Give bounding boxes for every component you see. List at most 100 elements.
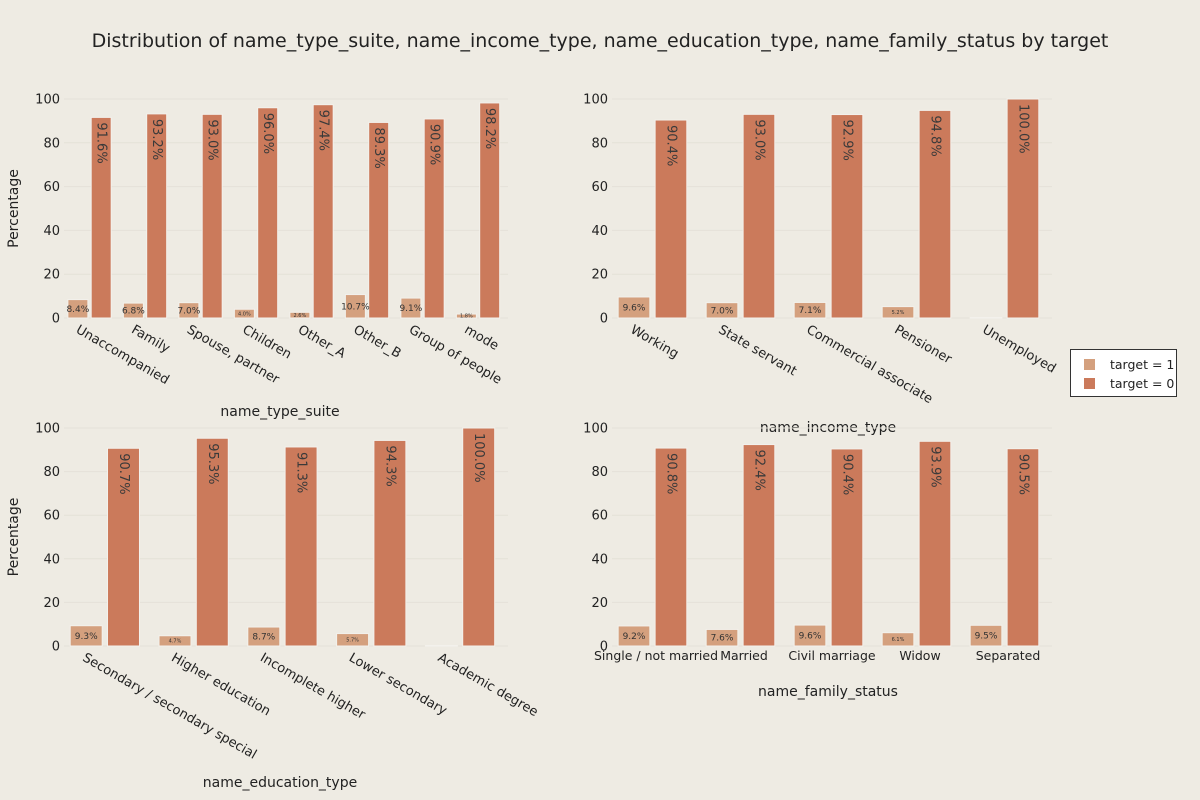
data-label-target-0: 96.0% [260,113,275,154]
y-tick-label: 0 [600,312,608,327]
y-axis-title: Percentage [6,169,22,248]
x-tick-label: Secondary / secondary special [80,650,259,762]
bar-target-0 [654,119,688,319]
data-label-target-1: 9.1% [399,304,422,314]
y-tick-label: 40 [43,552,60,567]
legend-label: target = 1 [1110,357,1175,372]
bar-target-0 [462,427,496,647]
data-label-target-1: 9.3% [75,632,98,642]
bar-target-0 [146,113,168,319]
bar-target-0 [742,444,776,647]
bar-target-0 [423,118,445,319]
bar-target-0 [479,102,501,319]
bar-target-0 [201,113,223,319]
bar-target-1 [617,296,651,319]
y-tick-label: 80 [591,465,608,480]
y-tick-label: 100 [583,422,608,437]
data-label-target-0: 91.6% [94,122,109,163]
x-tick-label: Married [720,648,768,663]
data-label-target-0: 90.5% [1015,454,1030,495]
bar-target-1 [969,317,1003,319]
x-tick-label: Separated [976,648,1041,663]
x-tick-label: Widow [899,648,940,663]
y-tick-label: 0 [52,312,60,327]
bar-target-1 [69,625,103,647]
y-tick-label: 20 [43,596,60,611]
data-label-target-0: 93.9% [927,446,942,487]
bar-target-1 [705,302,739,319]
data-label-target-0: 92.4% [751,450,766,491]
x-tick-label: Spouse, partner [184,322,282,387]
bar-target-1 [793,624,827,647]
data-label-target-0: 90.8% [663,453,678,494]
bar-target-0 [312,104,334,319]
data-label-target-1: 4.7% [169,639,182,645]
bar-target-0 [195,437,229,647]
y-tick-label: 60 [43,509,60,524]
y-tick-label: 60 [43,180,60,195]
y-tick-label: 100 [35,93,60,108]
data-label-target-1: 8.4% [66,305,89,315]
legend-label: target = 0 [1110,376,1175,391]
y-tick-label: 80 [591,136,608,151]
x-tick-label: Civil marriage [788,648,875,663]
data-label-target-1: 6.1% [892,637,905,643]
data-label-target-0: 93.2% [149,119,164,160]
data-label-target-0: 91.3% [294,452,309,493]
data-label-target-1: 9.5% [975,632,998,642]
data-label-target-1: 9.6% [623,303,646,313]
data-label-target-0: 94.3% [382,445,397,486]
legend-swatch [1084,359,1095,370]
bar-target-0 [284,446,318,647]
x-tick-label: Group of people [406,322,504,387]
legend: target = 1 target = 0 [1070,349,1177,397]
data-label-target-1: 9.6% [799,632,822,642]
data-label-target-1: 1.8% [460,314,473,320]
x-axis-title: name_type_suite [220,404,339,420]
bar-target-1 [247,626,281,647]
bar-target-0 [654,447,688,647]
data-label-target-0: 100.0% [1015,104,1030,154]
legend-item-target-1[interactable]: target = 1 [1084,355,1176,374]
bar-target-1 [617,625,651,647]
bar-target-0 [918,109,952,319]
data-label-target-0: 100.0% [471,433,486,483]
bar-target-1 [344,294,366,319]
bar-target-1 [122,302,144,319]
y-tick-label: 40 [591,552,608,567]
data-label-target-1: 7.6% [711,634,734,644]
data-label-target-1: 8.7% [252,633,275,643]
x-tick-label: Academic degree [435,650,540,720]
data-label-target-1: 4.0% [238,311,251,317]
y-tick-label: 20 [591,596,608,611]
x-tick-label: Other_A [295,322,348,361]
bar-target-1 [455,313,477,319]
data-label-target-1: 5.7% [346,637,359,643]
x-tick-label: Pensioner [892,322,955,367]
legend-item-target-0[interactable]: target = 0 [1084,374,1176,393]
data-label-target-1: 7.0% [711,306,734,316]
bar-target-1 [158,635,192,647]
data-label-target-0: 89.3% [371,127,386,168]
x-tick-label: Working [628,322,681,362]
x-tick-label: Unemployed [980,322,1059,376]
data-label-target-1: 6.8% [122,307,145,317]
y-tick-label: 60 [591,180,608,195]
bar-target-1 [705,628,739,647]
bar-target-0 [1006,448,1040,647]
bar-target-1 [178,302,200,319]
bar-target-0 [368,121,390,319]
y-axis-title: Percentage [6,498,22,577]
data-label-target-1: 9.2% [623,632,646,642]
y-tick-label: 0 [52,640,60,655]
y-tick-label: 40 [43,224,60,239]
y-tick-label: 40 [591,224,608,239]
data-label-target-0: 94.8% [927,115,942,156]
x-axis-title: name_education_type [203,775,357,791]
bar-target-0 [830,448,864,647]
x-tick-label: Single / not married [594,648,718,663]
bar-target-1 [881,632,915,647]
data-label-target-1: 10.7% [341,302,370,312]
